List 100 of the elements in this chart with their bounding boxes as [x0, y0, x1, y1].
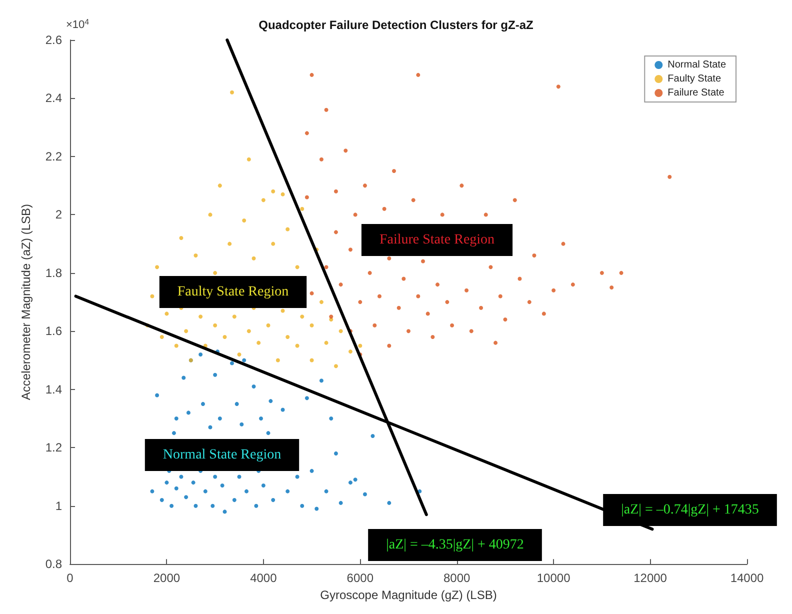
point — [334, 364, 338, 368]
point — [242, 218, 246, 223]
point — [542, 312, 546, 316]
point — [387, 256, 392, 260]
point — [411, 198, 416, 202]
point — [436, 282, 440, 287]
point — [324, 265, 328, 270]
point — [494, 340, 498, 345]
point — [610, 285, 614, 290]
x-tick-label: 10000 — [536, 571, 571, 586]
point — [484, 212, 488, 217]
point — [353, 212, 358, 217]
point — [368, 270, 372, 275]
x-tick-label: 0 — [66, 571, 74, 586]
point — [440, 212, 444, 217]
y-tick-label: 1.6 — [45, 324, 62, 338]
point — [218, 184, 222, 188]
point — [198, 314, 203, 319]
y-tick-label: 1.8 — [45, 266, 62, 280]
annotation: Faulty State Region — [177, 284, 289, 300]
point — [310, 323, 314, 328]
point — [310, 358, 314, 362]
point — [668, 174, 672, 179]
y-tick-label: 2.4 — [45, 91, 62, 106]
x-tick-label: 2000 — [153, 571, 180, 586]
point — [304, 131, 309, 136]
point — [276, 358, 280, 362]
point — [324, 108, 328, 112]
x-tick-label: 8000 — [444, 571, 471, 586]
point — [194, 253, 198, 258]
point — [280, 192, 285, 196]
point — [174, 344, 178, 348]
point — [280, 308, 285, 313]
point — [512, 198, 517, 202]
legend-label: Failure State — [668, 88, 725, 98]
point — [416, 72, 420, 77]
annotation: Normal State Region — [162, 448, 282, 462]
point — [479, 306, 484, 310]
point — [387, 344, 392, 348]
x-tick-label: 6000 — [346, 571, 374, 586]
point — [246, 329, 251, 334]
point — [469, 329, 474, 334]
y-tick-label: 0.8 — [45, 557, 62, 572]
y-axis-title: Accelerometer Magnitude (aZ) (LSB) — [19, 204, 33, 400]
point — [552, 288, 556, 292]
point — [150, 294, 154, 298]
point — [450, 323, 454, 328]
point — [503, 318, 508, 322]
point — [271, 242, 276, 246]
point — [319, 300, 324, 304]
point — [310, 291, 314, 296]
x-tick-label: 4000 — [250, 571, 278, 586]
point — [570, 282, 575, 287]
x-tick-label: 12000 — [634, 571, 668, 586]
point — [426, 312, 430, 316]
point — [532, 253, 536, 258]
point — [184, 329, 188, 334]
point — [561, 242, 566, 246]
point — [213, 270, 218, 275]
point — [392, 169, 396, 174]
point — [430, 334, 435, 339]
point — [256, 340, 261, 345]
point — [396, 306, 401, 310]
point — [348, 350, 352, 354]
point — [460, 184, 464, 188]
point — [377, 294, 382, 298]
point — [358, 300, 362, 304]
point — [208, 212, 212, 217]
point — [498, 294, 502, 298]
point — [304, 195, 309, 200]
point — [382, 206, 386, 211]
point — [338, 282, 343, 287]
y-tick-label: 2.6 — [45, 33, 62, 47]
y-tick-label: 2.2 — [45, 149, 62, 164]
point — [164, 312, 169, 316]
point — [271, 189, 276, 194]
point — [329, 314, 334, 319]
point — [300, 314, 304, 319]
point — [266, 323, 270, 328]
point — [334, 189, 338, 194]
x-axis-title: Gyroscope Magnitude (gZ) (LSB) — [320, 588, 497, 602]
point — [344, 148, 348, 153]
point — [421, 259, 426, 264]
point — [160, 334, 164, 339]
point — [252, 256, 256, 260]
point — [619, 270, 624, 275]
y-tick-label: 1.4 — [45, 382, 62, 396]
point — [338, 329, 343, 334]
point — [358, 344, 362, 348]
point — [464, 288, 469, 292]
point — [179, 236, 184, 240]
point — [402, 276, 406, 281]
point — [295, 344, 300, 348]
x-tick-label: 14000 — [730, 571, 764, 586]
point — [286, 334, 290, 339]
point — [362, 184, 367, 188]
point — [406, 329, 410, 334]
point — [310, 72, 314, 77]
legend-label: Normal State — [668, 60, 726, 70]
point — [445, 300, 450, 304]
